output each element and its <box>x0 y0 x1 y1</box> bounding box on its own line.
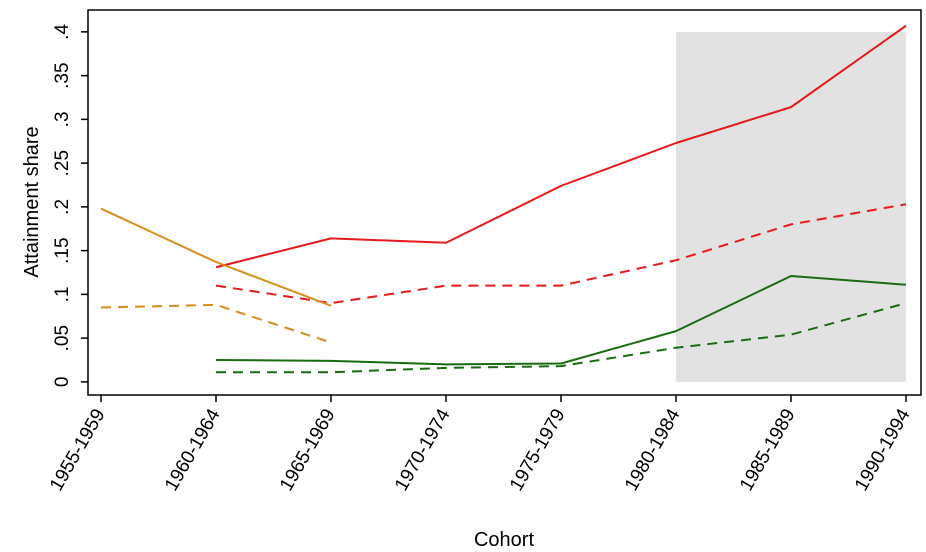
series-line-6 <box>216 302 907 374</box>
y-tick-label: .3 <box>52 111 73 127</box>
y-tick-label: .2 <box>52 199 73 215</box>
series-line-1 <box>215 24 907 269</box>
x-tick-label: 1990-1994 <box>851 405 915 495</box>
x-tick-label: 1955-1959 <box>46 406 110 495</box>
x-tick-label: 1970-1974 <box>391 405 455 495</box>
series-line-4 <box>100 303 332 344</box>
y-tick-label: 0 <box>52 377 73 388</box>
series-line-2 <box>215 203 907 305</box>
shaded-region <box>676 31 906 382</box>
y-axis-title: Attainment share <box>21 126 43 277</box>
x-tick-label: 1980-1984 <box>621 405 685 495</box>
y-tick-label: .05 <box>52 325 73 351</box>
series-layer <box>100 24 907 374</box>
y-tick-label: .25 <box>52 150 73 176</box>
series-line-3 <box>100 207 332 307</box>
y-tick-label: .35 <box>52 62 73 88</box>
x-tick-label: 1965-1969 <box>276 406 340 495</box>
y-tick-label: .15 <box>52 237 73 263</box>
x-axis-title: Cohort <box>474 529 534 551</box>
x-tick-label: 1985-1989 <box>736 406 800 495</box>
y-tick-label: .1 <box>52 286 73 302</box>
series-line-5 <box>215 275 907 366</box>
x-tick-label: 1960-1964 <box>161 405 225 495</box>
x-tick-label: 1975-1979 <box>506 406 570 495</box>
shaded-region-layer <box>676 31 906 382</box>
y-tick-label: .4 <box>52 24 73 40</box>
plot-area-frame <box>87 9 922 396</box>
